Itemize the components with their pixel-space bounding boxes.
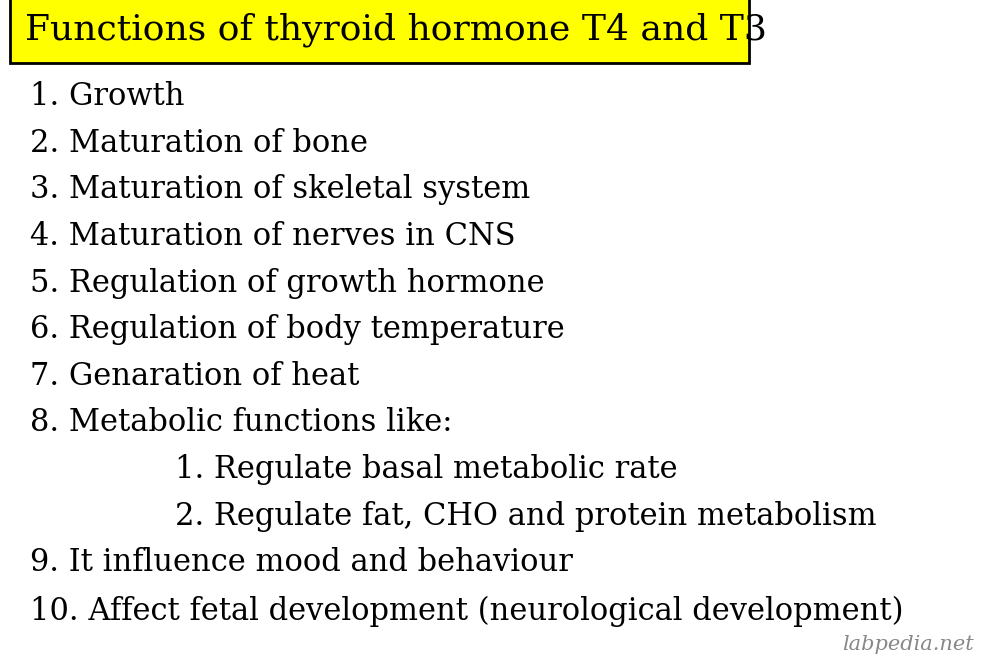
Text: 7. Genaration of heat: 7. Genaration of heat	[30, 361, 360, 392]
Text: 2. Regulate fat, CHO and protein metabolism: 2. Regulate fat, CHO and protein metabol…	[175, 501, 876, 531]
Text: 1. Regulate basal metabolic rate: 1. Regulate basal metabolic rate	[175, 454, 677, 485]
Text: 5. Regulation of growth hormone: 5. Regulation of growth hormone	[30, 268, 544, 298]
Text: 3. Maturation of skeletal system: 3. Maturation of skeletal system	[30, 174, 530, 205]
Text: 2. Maturation of bone: 2. Maturation of bone	[30, 128, 368, 159]
Text: 8. Metabolic functions like:: 8. Metabolic functions like:	[30, 408, 453, 438]
Text: 10. Affect fetal development (neurological development): 10. Affect fetal development (neurologic…	[30, 596, 903, 627]
Text: Functions of thyroid hormone T4 and T3: Functions of thyroid hormone T4 and T3	[25, 13, 767, 47]
Text: 6. Regulation of body temperature: 6. Regulation of body temperature	[30, 314, 564, 345]
Text: 4. Maturation of nerves in CNS: 4. Maturation of nerves in CNS	[30, 221, 515, 252]
Text: 9. It influence mood and behaviour: 9. It influence mood and behaviour	[30, 547, 572, 578]
FancyBboxPatch shape	[10, 0, 749, 63]
Text: labpedia.net: labpedia.net	[842, 635, 974, 654]
Text: 1. Growth: 1. Growth	[30, 81, 185, 112]
